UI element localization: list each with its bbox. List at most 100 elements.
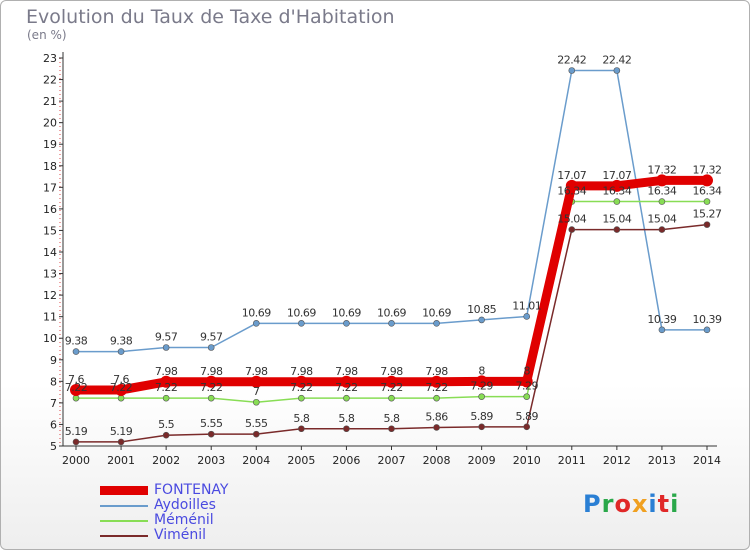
series-point-1	[298, 320, 305, 327]
data-label-0: 7.98	[245, 365, 268, 378]
x-tick-label: 2010	[513, 454, 541, 467]
y-tick-label: 23	[43, 52, 57, 65]
data-label-0: 17.32	[693, 163, 722, 176]
series-point-2	[252, 398, 260, 406]
series-point-0	[475, 375, 488, 388]
data-label-3: 5.89	[515, 410, 538, 423]
series-point-3	[343, 425, 350, 433]
data-label-0: 7.98	[335, 365, 358, 378]
series-point-1	[72, 348, 80, 355]
series-point-2	[388, 394, 395, 402]
series-point-2	[703, 198, 711, 205]
series-point-1	[478, 316, 485, 324]
data-label-0: 7.98	[425, 365, 448, 378]
data-label-3: 5.8	[338, 412, 354, 425]
series-point-0	[385, 375, 398, 388]
y-tick-label: 11	[43, 311, 57, 324]
data-label-3: 5.8	[293, 412, 309, 425]
data-label-2: 7.29	[515, 380, 538, 393]
series-point-3	[388, 425, 395, 433]
series-point-3	[252, 430, 260, 438]
series-point-2	[162, 394, 170, 402]
data-label-0: 7.6	[113, 373, 129, 386]
series-point-0	[701, 174, 713, 187]
legend-swatch-aydoilles	[100, 505, 148, 507]
data-label-1: 11.01	[512, 299, 541, 312]
series-point-3	[162, 431, 170, 439]
x-tick-label: 2014	[693, 454, 721, 467]
logo-letter: i	[648, 490, 658, 518]
data-label-2: 7.22	[290, 381, 313, 394]
data-label-3: 5.89	[470, 410, 493, 423]
logo-letter: x	[631, 490, 649, 518]
y-tick-label: 15	[43, 224, 57, 237]
x-tick-label: 2003	[197, 454, 225, 467]
data-label-0: 17.07	[557, 169, 586, 182]
series-point-2	[298, 394, 305, 402]
series-point-3	[523, 423, 531, 431]
data-label-0: 7.98	[155, 365, 178, 378]
data-label-2: 16.34	[693, 185, 722, 198]
data-label-2: 7.22	[155, 381, 178, 394]
series-point-0	[520, 375, 533, 388]
y-tick-label: 9	[50, 354, 57, 367]
series-point-0	[655, 174, 668, 187]
data-label-0: 17.32	[647, 163, 676, 176]
x-tick-label: 2008	[423, 454, 451, 467]
legend-label-aydoilles: Aydoilles	[154, 497, 216, 513]
x-tick-label: 2000	[62, 454, 90, 467]
series-point-1	[613, 67, 621, 74]
series-point-0	[70, 383, 82, 396]
data-label-2: 7.22	[65, 381, 88, 394]
data-label-3: 5.19	[65, 425, 88, 438]
x-tick-label: 2011	[558, 454, 586, 467]
series-point-3	[117, 438, 125, 446]
series-point-1	[568, 67, 576, 74]
y-tick-label: 5	[50, 440, 57, 453]
y-tick-label: 17	[43, 181, 57, 194]
data-label-2: 7.29	[470, 380, 493, 393]
data-label-3: 15.04	[647, 213, 676, 226]
y-tick-label: 21	[43, 95, 57, 108]
series-point-2	[478, 393, 485, 400]
x-tick-label: 2001	[107, 454, 135, 467]
data-label-3: 5.55	[245, 417, 268, 430]
data-label-3: 5.19	[110, 425, 133, 438]
series-point-2	[343, 394, 350, 402]
series-point-1	[207, 344, 215, 351]
data-label-2: 7.22	[425, 381, 448, 394]
legend-swatch-fontenay	[100, 486, 148, 495]
x-tick-label: 2004	[242, 454, 270, 467]
series-point-0	[295, 375, 308, 388]
series-point-2	[207, 394, 215, 402]
legend-item-vimenil: Viménil	[100, 527, 360, 543]
y-tick-label: 20	[43, 117, 57, 130]
data-label-0: 17.07	[602, 169, 631, 182]
x-tick-label: 2013	[648, 454, 676, 467]
data-label-3: 5.55	[200, 417, 223, 430]
x-tick-label: 2005	[287, 454, 315, 467]
x-tick-label: 2006	[332, 454, 360, 467]
data-label-3: 15.27	[693, 208, 722, 221]
series-point-1	[703, 326, 711, 334]
data-label-1: 22.42	[602, 54, 631, 67]
data-label-2: 16.34	[602, 185, 631, 198]
series-point-1	[658, 326, 666, 334]
y-tick-label: 7	[50, 397, 57, 410]
data-label-2: 16.34	[557, 185, 586, 198]
x-tick-label: 2002	[152, 454, 180, 467]
data-label-1: 10.39	[693, 313, 722, 326]
logo-letter: o	[614, 490, 632, 518]
series-point-1	[433, 320, 440, 327]
data-label-0: 7.6	[68, 373, 84, 386]
series-point-3	[478, 423, 485, 431]
data-label-1: 9.57	[155, 330, 178, 343]
series-point-3	[298, 425, 305, 433]
y-tick-label: 6	[50, 418, 57, 431]
series-point-1	[388, 320, 395, 327]
y-tick-label: 8	[50, 375, 57, 388]
x-tick-label: 2007	[378, 454, 406, 467]
y-tick-label: 12	[43, 289, 57, 302]
logo-letter: P	[583, 490, 602, 518]
